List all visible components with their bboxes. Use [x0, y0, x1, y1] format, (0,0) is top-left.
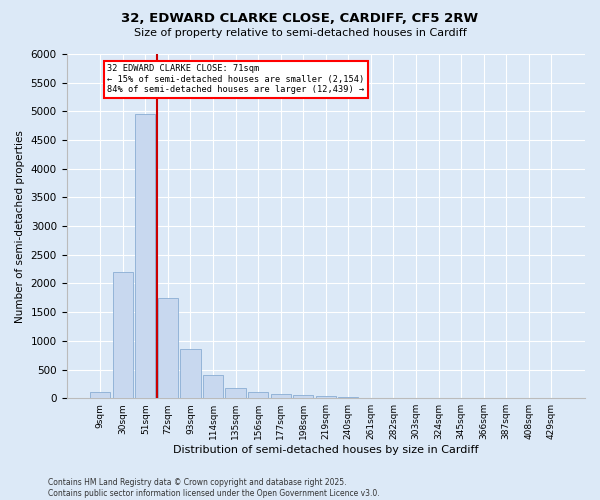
Bar	[316, 396, 336, 398]
Text: Contains HM Land Registry data © Crown copyright and database right 2025.
Contai: Contains HM Land Registry data © Crown c…	[48, 478, 380, 498]
Bar	[203, 376, 223, 398]
Bar	[226, 388, 246, 398]
Y-axis label: Number of semi-detached properties: Number of semi-detached properties	[15, 130, 25, 322]
Bar	[113, 272, 133, 398]
Bar	[293, 395, 313, 398]
Bar	[158, 298, 178, 398]
Bar	[271, 394, 291, 398]
Bar	[90, 392, 110, 398]
Bar	[135, 114, 155, 398]
Bar	[181, 350, 200, 398]
Text: 32 EDWARD CLARKE CLOSE: 71sqm
← 15% of semi-detached houses are smaller (2,154)
: 32 EDWARD CLARKE CLOSE: 71sqm ← 15% of s…	[107, 64, 364, 94]
Text: 32, EDWARD CLARKE CLOSE, CARDIFF, CF5 2RW: 32, EDWARD CLARKE CLOSE, CARDIFF, CF5 2R…	[121, 12, 479, 26]
Text: Size of property relative to semi-detached houses in Cardiff: Size of property relative to semi-detach…	[134, 28, 466, 38]
Bar	[248, 392, 268, 398]
X-axis label: Distribution of semi-detached houses by size in Cardiff: Distribution of semi-detached houses by …	[173, 445, 479, 455]
